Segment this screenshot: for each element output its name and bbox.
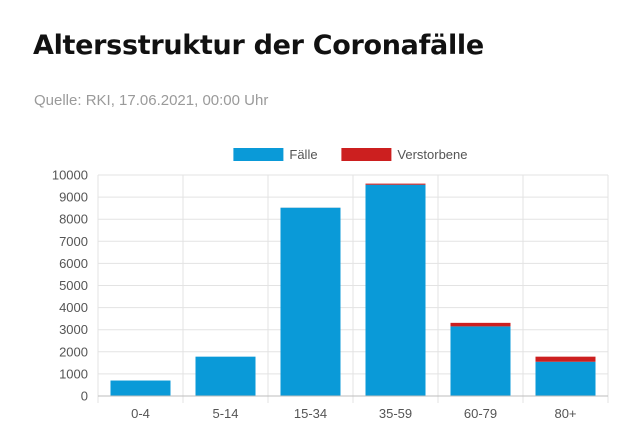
chart-title: Altersstruktur der Coronafälle (33, 30, 484, 61)
legend-label-verstorbene: Verstorbene (397, 147, 467, 162)
y-tick-label: 7000 (59, 234, 88, 249)
x-tick-label: 35-59 (379, 406, 412, 421)
x-tick-label: 80+ (554, 406, 576, 421)
y-tick-label: 10000 (52, 168, 88, 183)
chart-source: Quelle: RKI, 17.06.2021, 00:00 Uhr (34, 92, 269, 109)
y-tick-label: 5000 (59, 278, 88, 293)
bar-verstorbene-80+ (535, 356, 596, 362)
y-tick-label: 6000 (59, 256, 88, 271)
x-tick-label: 0-4 (131, 406, 150, 421)
legend-swatch-faelle (233, 148, 284, 161)
y-tick-label: 1000 (59, 366, 88, 381)
bar-faelle-80+ (535, 361, 596, 396)
bar-faelle-35-59 (365, 184, 426, 396)
y-tick-label: 4000 (59, 300, 88, 315)
y-tick-label: 3000 (59, 322, 88, 337)
y-tick-label: 9000 (59, 190, 88, 205)
bar-verstorbene-35-59 (365, 183, 426, 185)
bar-verstorbene-60-79 (450, 322, 511, 327)
bar-faelle-15-34 (280, 207, 341, 396)
axes: 0 1000 2000 3000 4000 5000 6000 7000 8000 9000 100… (52, 168, 608, 421)
grid-lines (97, 174, 609, 403)
y-tick-label: 0 (81, 389, 88, 404)
x-tick-label: 60-79 (464, 406, 497, 421)
bar-faelle-0-4 (110, 380, 171, 396)
legend-swatch-verstorbene (341, 148, 392, 161)
y-tick-label: 2000 (59, 344, 88, 359)
legend: Fälle Verstorbene (233, 147, 468, 162)
x-tick-label: 15-34 (294, 406, 327, 421)
bars (110, 183, 596, 396)
y-tick-label: 8000 (59, 212, 88, 227)
bar-faelle-5-14 (195, 356, 256, 396)
legend-label-faelle: Fälle (289, 147, 317, 162)
x-tick-label: 5-14 (212, 406, 238, 421)
bar-faelle-60-79 (450, 326, 511, 396)
